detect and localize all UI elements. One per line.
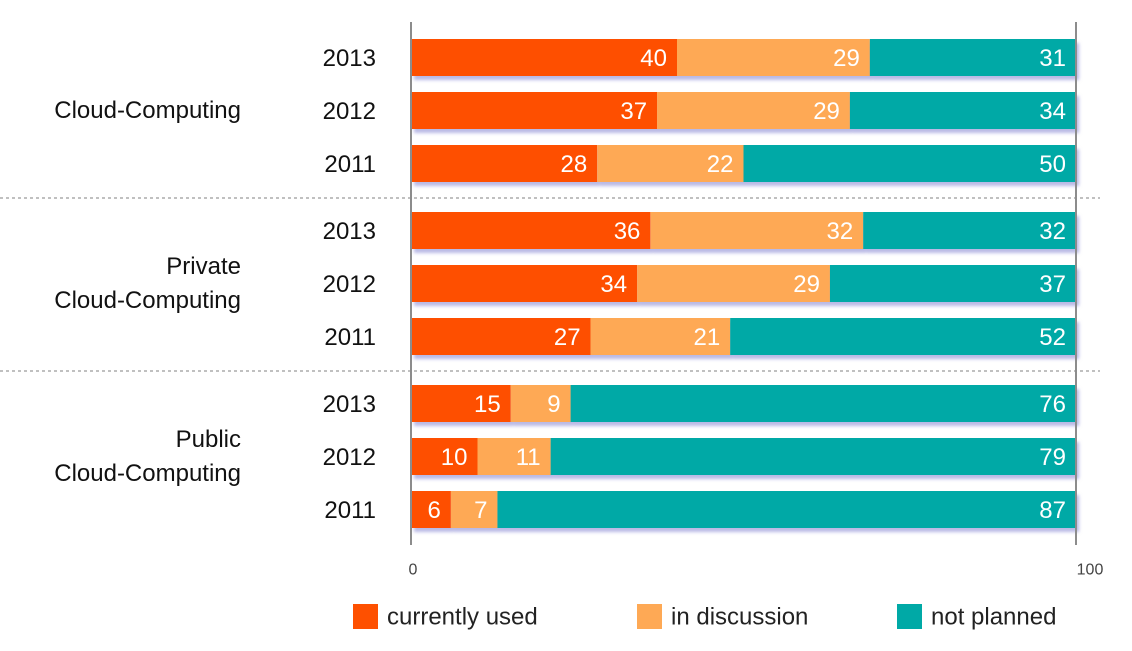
bar-segment-private-cloud-computing-2012-in-discussion xyxy=(637,265,830,302)
bar-segment-private-cloud-computing-2011-currently-used xyxy=(411,318,591,355)
legend-label-not-planned: not planned xyxy=(931,604,1056,631)
bar-row-private-cloud-computing-2012 xyxy=(411,265,1076,302)
data-label-cloud-computing-2012-in-discussion: 29 xyxy=(813,98,840,125)
bar-segment-private-cloud-computing-2012-not-planned xyxy=(829,265,1076,302)
bar-segment-cloud-computing-2012-currently-used xyxy=(411,92,658,129)
bar-row-public-cloud-computing-2012 xyxy=(411,438,1076,475)
data-label-private-cloud-computing-2012-currently-used: 34 xyxy=(600,271,627,298)
data-label-cloud-computing-2011-not-planned: 50 xyxy=(1039,151,1066,178)
data-label-public-cloud-computing-2013-currently-used: 15 xyxy=(474,391,501,418)
data-label-private-cloud-computing-2012-not-planned: 37 xyxy=(1039,271,1066,298)
labels-layer: Cloud-Computing 2013 40 29 31 2012 37 29 34 2011 2… xyxy=(54,45,1066,524)
data-label-public-cloud-computing-2013-in-discussion: 9 xyxy=(547,391,560,418)
bar-segment-public-cloud-computing-2011-currently-used xyxy=(411,491,451,528)
legend-swatch-currently-used xyxy=(353,604,378,629)
legend-item-not-planned: not planned xyxy=(897,604,1056,631)
x-tick-label-100: 100 xyxy=(1077,562,1104,579)
year-label-private-cloud-computing-2012: 2012 xyxy=(323,271,376,298)
bar-segment-cloud-computing-2011-not-planned xyxy=(743,145,1076,182)
data-label-private-cloud-computing-2011-not-planned: 52 xyxy=(1039,324,1066,351)
year-label-cloud-computing-2012: 2012 xyxy=(323,98,376,125)
data-label-public-cloud-computing-2011-not-planned: 87 xyxy=(1039,497,1066,524)
bar-segment-private-cloud-computing-2011-not-planned xyxy=(730,318,1076,355)
bar-row-cloud-computing-2012 xyxy=(411,92,1076,129)
bar-segment-public-cloud-computing-2012-currently-used xyxy=(411,438,478,475)
group-label-public-cloud-computing-line-1: Public xyxy=(176,426,241,453)
legend-swatch-not-planned xyxy=(897,604,922,629)
bar-segment-public-cloud-computing-2012-not-planned xyxy=(550,438,1076,475)
data-label-public-cloud-computing-2012-in-discussion: 11 xyxy=(516,444,541,471)
data-label-cloud-computing-2013-in-discussion: 29 xyxy=(833,45,860,72)
data-label-private-cloud-computing-2011-in-discussion: 21 xyxy=(693,324,720,351)
axes-layer: 0 100 xyxy=(409,22,1104,579)
bar-segment-cloud-computing-2011-currently-used xyxy=(411,145,598,182)
bar-segment-public-cloud-computing-2011-not-planned xyxy=(497,491,1076,528)
data-label-public-cloud-computing-2012-not-planned: 79 xyxy=(1039,444,1066,471)
legend: currently used in discussion not planned xyxy=(353,604,1056,631)
year-label-public-cloud-computing-2012: 2012 xyxy=(323,444,376,471)
data-label-cloud-computing-2011-in-discussion: 22 xyxy=(707,151,734,178)
group-label-cloud-computing-line-1: Cloud-Computing xyxy=(54,97,241,124)
year-label-public-cloud-computing-2011: 2011 xyxy=(324,497,376,524)
data-label-private-cloud-computing-2013-currently-used: 36 xyxy=(614,218,641,245)
bar-row-private-cloud-computing-2013 xyxy=(411,212,1076,249)
bar-segment-cloud-computing-2012-in-discussion xyxy=(657,92,850,129)
bars-layer xyxy=(411,39,1076,528)
group-label-public-cloud-computing-line-2: Cloud-Computing xyxy=(54,460,241,487)
data-label-cloud-computing-2013-currently-used: 40 xyxy=(640,45,667,72)
data-label-public-cloud-computing-2011-currently-used: 6 xyxy=(428,497,441,524)
year-label-private-cloud-computing-2013: 2013 xyxy=(323,218,376,245)
data-label-cloud-computing-2011-currently-used: 28 xyxy=(560,151,587,178)
bar-row-public-cloud-computing-2013 xyxy=(411,385,1076,422)
group-label-private-cloud-computing-line-2: Cloud-Computing xyxy=(54,287,241,314)
legend-label-in-discussion: in discussion xyxy=(671,604,808,631)
legend-label-currently-used: currently used xyxy=(387,604,538,631)
bar-segment-private-cloud-computing-2011-in-discussion xyxy=(590,318,731,355)
legend-swatch-in-discussion xyxy=(637,604,662,629)
bar-segment-private-cloud-computing-2013-not-planned xyxy=(863,212,1076,249)
bar-segment-cloud-computing-2012-not-planned xyxy=(849,92,1076,129)
data-label-public-cloud-computing-2013-not-planned: 76 xyxy=(1039,391,1066,418)
data-label-public-cloud-computing-2012-currently-used: 10 xyxy=(441,444,468,471)
data-label-cloud-computing-2012-currently-used: 37 xyxy=(620,98,647,125)
bar-segment-public-cloud-computing-2013-not-planned xyxy=(570,385,1076,422)
year-label-cloud-computing-2013: 2013 xyxy=(323,45,376,72)
bar-segment-public-cloud-computing-2012-in-discussion xyxy=(477,438,551,475)
bar-segment-public-cloud-computing-2013-in-discussion xyxy=(510,385,571,422)
legend-item-currently-used: currently used xyxy=(353,604,538,631)
data-label-public-cloud-computing-2011-in-discussion: 7 xyxy=(474,497,487,524)
year-label-private-cloud-computing-2011: 2011 xyxy=(324,324,376,351)
bar-segment-private-cloud-computing-2013-in-discussion xyxy=(650,212,864,249)
bar-segment-public-cloud-computing-2013-currently-used xyxy=(411,385,511,422)
bar-row-public-cloud-computing-2011 xyxy=(411,491,1076,528)
group-label-private-cloud-computing-line-1: Private xyxy=(166,253,241,280)
data-label-private-cloud-computing-2012-in-discussion: 29 xyxy=(793,271,820,298)
year-label-cloud-computing-2011: 2011 xyxy=(324,151,376,178)
bar-segment-cloud-computing-2013-in-discussion xyxy=(677,39,870,76)
bar-segment-cloud-computing-2011-in-discussion xyxy=(597,145,744,182)
bar-row-cloud-computing-2013 xyxy=(411,39,1076,76)
data-label-private-cloud-computing-2013-not-planned: 32 xyxy=(1039,218,1066,245)
data-label-cloud-computing-2012-not-planned: 34 xyxy=(1039,98,1066,125)
data-label-private-cloud-computing-2013-in-discussion: 32 xyxy=(826,218,853,245)
year-label-public-cloud-computing-2013: 2013 xyxy=(323,391,376,418)
x-tick-label-0: 0 xyxy=(409,562,418,579)
bar-segment-cloud-computing-2013-currently-used xyxy=(411,39,677,76)
bar-segment-public-cloud-computing-2011-in-discussion xyxy=(450,491,498,528)
legend-item-in-discussion: in discussion xyxy=(637,604,808,631)
bar-segment-private-cloud-computing-2013-currently-used xyxy=(411,212,651,249)
data-label-cloud-computing-2013-not-planned: 31 xyxy=(1039,45,1066,72)
bar-row-private-cloud-computing-2011 xyxy=(411,318,1076,355)
bar-segment-cloud-computing-2013-not-planned xyxy=(869,39,1076,76)
bar-row-cloud-computing-2011 xyxy=(411,145,1076,182)
bar-segment-private-cloud-computing-2012-currently-used xyxy=(411,265,638,302)
data-label-private-cloud-computing-2011-currently-used: 27 xyxy=(554,324,581,351)
